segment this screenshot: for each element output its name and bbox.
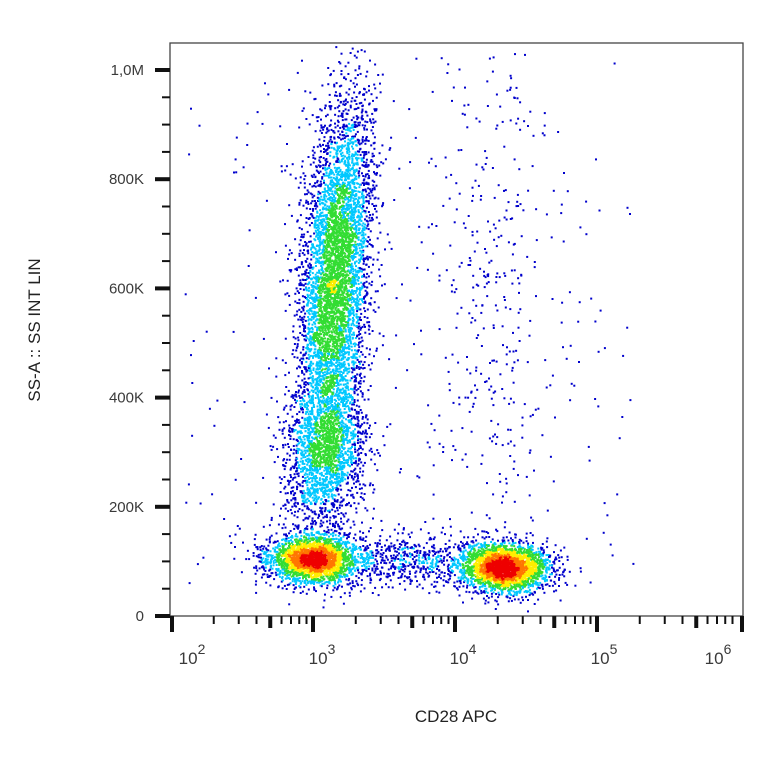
y-axis: 0 200K 400K 600K 800K 1,0M	[109, 62, 170, 625]
x-tick-label: 103	[309, 641, 336, 668]
x-tick-label: 105	[591, 641, 618, 668]
y-tick-label: 800K	[109, 171, 144, 188]
x-axis-title: CD28 APC	[415, 707, 497, 726]
y-tick-label: 200K	[109, 499, 144, 516]
x-tick-label: 102	[179, 641, 206, 668]
y-tick-label: 600K	[109, 280, 144, 297]
y-tick-label: 1,0M	[111, 62, 144, 79]
x-tick-label: 104	[450, 641, 477, 668]
event-dots	[184, 46, 635, 613]
x-axis: 102 103 104 105 106	[170, 616, 744, 668]
plot-frame	[169, 42, 744, 617]
y-tick-label: 400K	[109, 390, 144, 407]
y-tick-label: 0	[136, 608, 144, 625]
x-tick-label: 106	[705, 641, 732, 668]
y-axis-title: SS-A :: SS INT LIN	[25, 258, 44, 401]
